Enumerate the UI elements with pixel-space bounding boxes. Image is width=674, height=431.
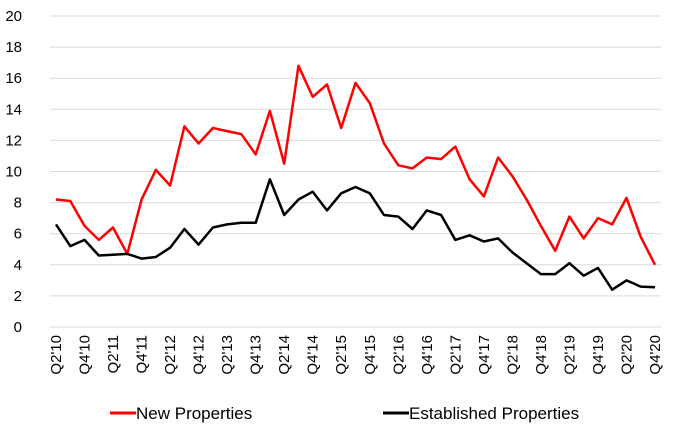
x-tick-label: Q2'17: [447, 335, 464, 375]
x-tick-label: Q2'12: [162, 335, 179, 375]
x-tick-label: Q2'16: [390, 335, 407, 375]
y-tick-label: 20: [5, 8, 22, 25]
x-tick-label: Q2'19: [561, 335, 578, 375]
y-tick-label: 14: [5, 101, 22, 118]
x-tick-label: Q2'15: [333, 335, 350, 375]
y-tick-label: 12: [5, 132, 22, 149]
y-tick-label: 8: [14, 195, 22, 212]
x-tick-label: Q4'15: [362, 335, 379, 375]
x-tick-label: Q2'10: [48, 335, 65, 375]
x-tick-label: Q2'20: [618, 335, 635, 375]
x-tick-label: Q2'14: [276, 335, 293, 375]
x-tick-label: Q4'11: [134, 335, 151, 373]
x-tick-label: Q4'13: [248, 335, 265, 375]
x-tick-label: Q4'12: [191, 335, 208, 375]
y-tick-label: 2: [14, 288, 22, 305]
x-tick-label: Q4'17: [476, 335, 493, 375]
x-tick-label: Q2'13: [219, 335, 236, 375]
x-tick-label: Q4'18: [533, 335, 550, 375]
line-series: [54, 178, 656, 291]
legend-label: Established Properties: [409, 404, 579, 423]
x-tick-label: Q2'11: [105, 335, 122, 373]
x-tick-label: Q4'20: [647, 335, 664, 375]
x-tick-label: Q2'18: [504, 335, 521, 375]
x-tick-label: Q4'19: [590, 335, 607, 375]
y-tick-label: 16: [5, 70, 22, 87]
y-tick-label: 0: [14, 319, 22, 336]
y-tick-label: 10: [5, 164, 22, 181]
y-tick-label: 6: [14, 226, 22, 243]
y-tick-label: 4: [14, 257, 22, 274]
x-tick-label: Q4'16: [419, 335, 436, 375]
y-tick-label: 18: [5, 39, 22, 56]
line-series: [55, 64, 657, 266]
legend-label: New Properties: [136, 404, 252, 423]
x-tick-label: Q4'14: [305, 335, 322, 375]
x-tick-label: Q4'10: [77, 335, 94, 375]
